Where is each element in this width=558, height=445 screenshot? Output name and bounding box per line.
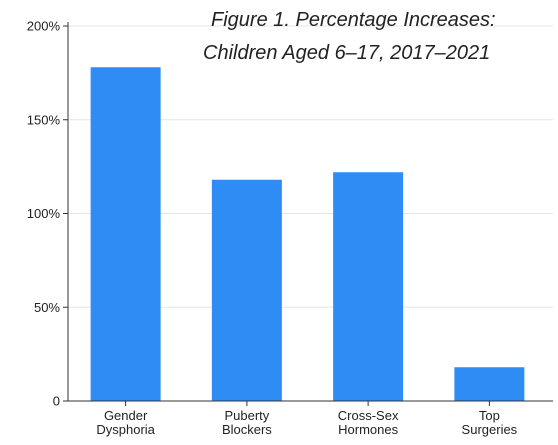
x-category-label-line: Surgeries — [462, 422, 518, 437]
x-category-label: Puberty Blockers — [222, 408, 272, 437]
y-tick-label: 100% — [27, 206, 61, 221]
x-category-label: Gender Dysphoria — [96, 408, 155, 437]
bars-group — [90, 67, 525, 401]
y-ticks: 0 50% 100% 150% 200% — [27, 19, 68, 409]
x-category-label-line: Puberty — [224, 408, 269, 423]
y-tick-label: 200% — [27, 19, 61, 34]
bar-2 — [333, 172, 404, 401]
bar-1 — [211, 179, 282, 401]
x-category-label-line: Gender — [104, 408, 148, 423]
chart-title-line-1: Figure 1. Percentage Increases: — [211, 9, 496, 31]
y-tick-label: 0 — [53, 394, 60, 409]
x-category-label: Top Surgeries — [462, 408, 518, 437]
x-category-label: Cross-Sex Hormones — [338, 408, 399, 437]
x-category-labels: Gender Dysphoria Puberty Blockers Cross-Sex H… — [96, 401, 518, 437]
y-tick-label: 150% — [27, 112, 61, 127]
bar-3 — [454, 367, 525, 401]
bar-0 — [90, 67, 161, 401]
x-category-label-line: Hormones — [338, 422, 398, 437]
x-category-label-line: Cross-Sex — [338, 408, 399, 423]
x-category-label-line: Dysphoria — [96, 422, 155, 437]
x-category-label-line: Top — [479, 408, 500, 423]
chart-title-line-2: Children Aged 6–17, 2017–2021 — [203, 42, 490, 64]
y-tick-label: 50% — [34, 300, 60, 315]
x-category-label-line: Blockers — [222, 422, 272, 437]
